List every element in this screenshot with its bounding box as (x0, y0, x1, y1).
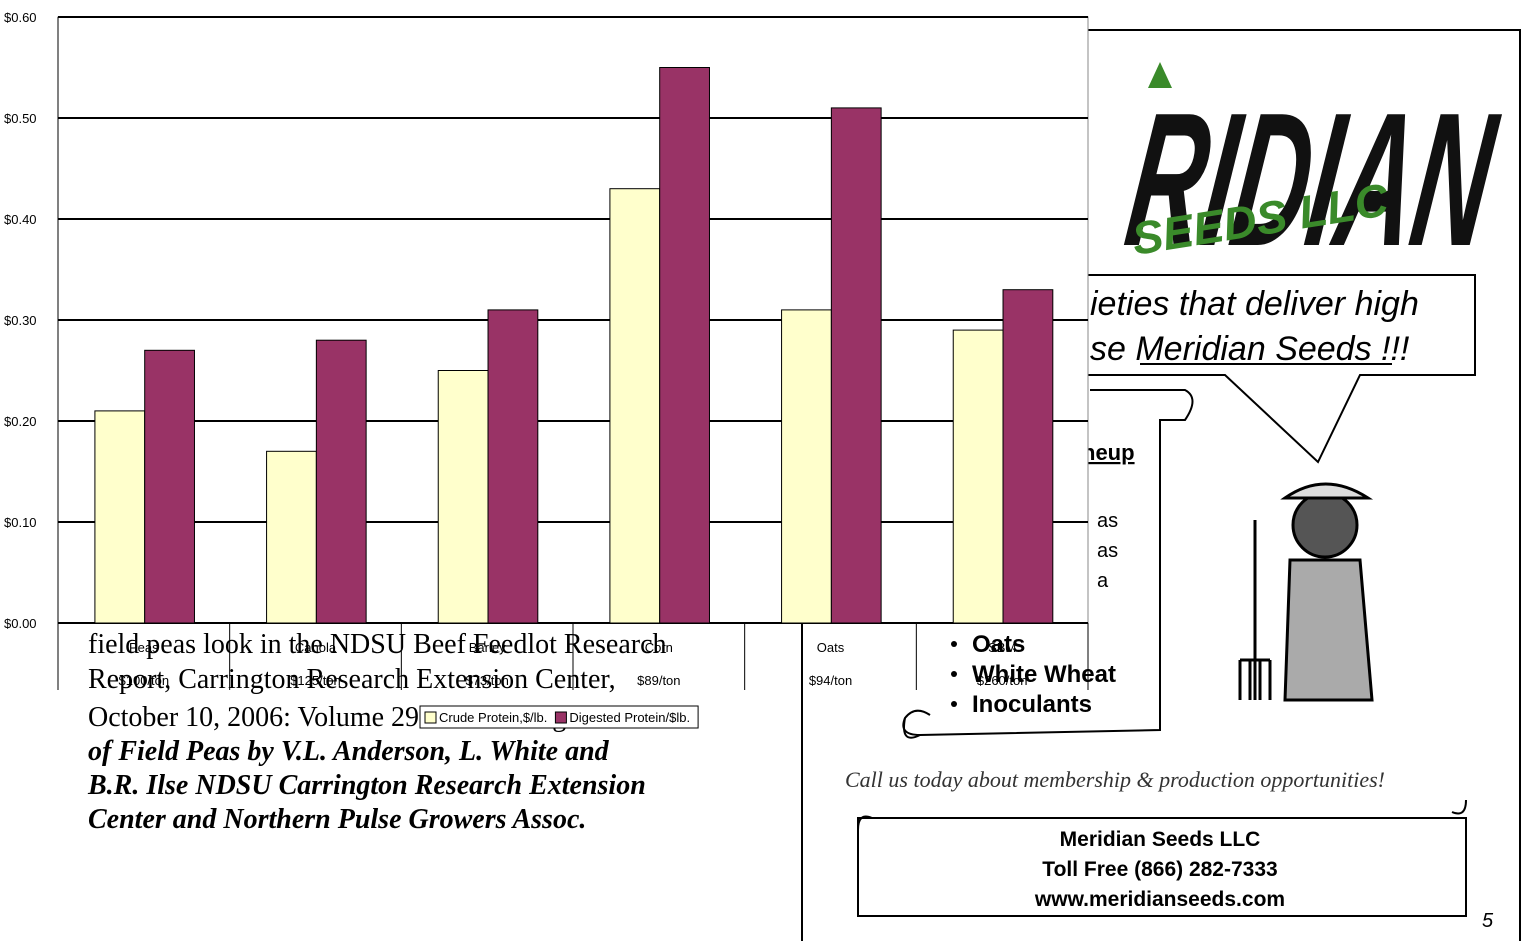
y-tick-label: $0.10 (4, 515, 37, 530)
x-tick-sublabel: $94/ton (809, 673, 852, 688)
bar (952, 329, 1004, 624)
bar (315, 339, 367, 624)
lineup-item: Oats (972, 631, 1025, 658)
contact-line: Toll Free (866) 282-7333 (1042, 858, 1277, 881)
bullet (951, 641, 957, 647)
lineup-heading: neup (1082, 440, 1135, 465)
bar (659, 67, 710, 624)
legend-label: Crude Protein,$/lb. (439, 710, 547, 725)
x-tick-label: Barley (469, 640, 506, 655)
head (1291, 491, 1359, 559)
contact-scroll (857, 817, 1467, 917)
y-tick-label: $0.40 (4, 212, 37, 227)
x-tick-sublabel: $100/ton (119, 673, 170, 688)
x-tick-label: SBM (988, 640, 1016, 655)
contact-line: www.meridianseeds.com (1034, 888, 1285, 911)
x-tick-sublabel: $260/ton (977, 673, 1028, 688)
y-tick-label: $0.20 (4, 414, 37, 429)
farmer (1238, 482, 1374, 702)
bar (781, 309, 832, 624)
legend-label: Digested Protein/$lb. (569, 710, 690, 725)
y-tick-label: $0.50 (4, 111, 37, 126)
y-tick-label: $0.30 (4, 313, 37, 328)
y-tick-label: $0.00 (4, 616, 37, 631)
slogan: ieties that deliver high (1090, 285, 1419, 323)
bar (437, 370, 489, 624)
pitchfork-tines (1238, 658, 1272, 700)
lineup-fragment: a (1097, 570, 1109, 592)
x-tick-sublabel: $125/ton (290, 673, 341, 688)
lineup-fragment: as (1097, 540, 1118, 562)
bar (609, 188, 661, 624)
slogan: se Meridian Seeds !!! (1090, 330, 1410, 368)
document: field peas look in the NDSU Beef Feedlot… (87, 629, 667, 835)
chart: $0.00 $0.10 $0.20 $0.30 $0.40 $0.50 $0.60 Peas $… (4, 10, 1089, 729)
bullet (951, 701, 957, 707)
bar (487, 309, 539, 624)
body-line: field peas look in the NDSU Beef Feedlot… (88, 629, 667, 660)
legend-swatch (424, 711, 437, 724)
cap (1280, 482, 1374, 500)
bar (1002, 289, 1054, 624)
legend-swatch (554, 711, 567, 724)
contact-line: Meridian Seeds LLC (1060, 828, 1261, 851)
x-tick-sublabel: $89/ton (637, 673, 680, 688)
legend: Crude Protein,$/lb. Digested Protein/$lb. (419, 705, 699, 729)
citation-line: of Field Peas by V.L. Anderson, L. White… (88, 736, 610, 767)
citation-line: Center and Northern Pulse Growers Assoc. (88, 804, 586, 835)
logo-triangle (1148, 62, 1172, 88)
x-tick-label: Canola (295, 640, 337, 655)
logo: RIDIAN (1116, 73, 1508, 286)
scroll-curl (903, 709, 931, 739)
bar (830, 107, 882, 624)
bar (144, 349, 195, 624)
lineup-item: Inoculants (972, 691, 1092, 718)
lineup-item: White Wheat (972, 661, 1116, 688)
x-tick-sublabel: $73/ton (465, 673, 508, 688)
body-line: Report, Carrington Research Extension Ce… (88, 664, 616, 695)
overalls (1283, 558, 1374, 702)
citation-line: B.R. Ilse NDSU Carrington Research Exten… (87, 770, 646, 801)
x-tick-label: Corn (645, 640, 673, 655)
x-tick-label: Oats (817, 640, 845, 655)
tagline: Call us today about membership & product… (845, 767, 1385, 792)
x-tick-label: Peas (129, 640, 159, 655)
bar (266, 450, 317, 624)
scroll-curl (857, 799, 1467, 831)
bullet (951, 671, 957, 677)
y-tick-label: $0.60 (4, 10, 37, 25)
bar (94, 410, 146, 624)
page-number: 5 (1482, 910, 1494, 932)
lineup-fragment: as (1097, 510, 1118, 532)
